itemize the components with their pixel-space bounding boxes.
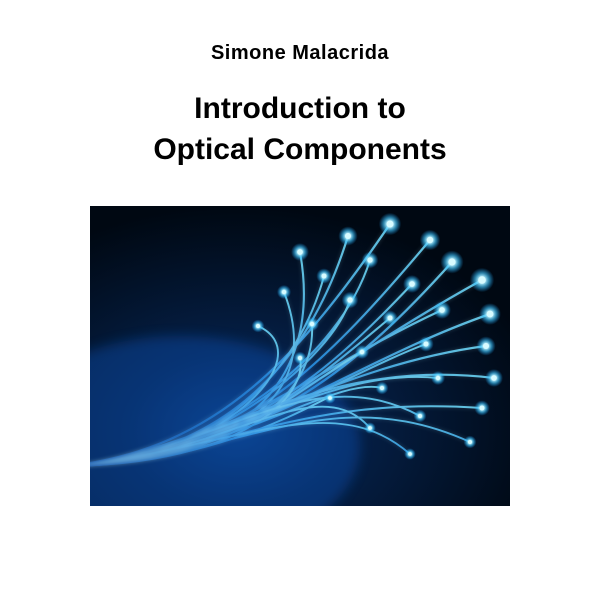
author-name: Simone Malacrida [211, 42, 389, 65]
title-line-2: Optical Components [153, 130, 446, 171]
title-line-1: Introduction to [153, 89, 446, 130]
fiber-optic-icon [90, 206, 510, 506]
cover-illustration [90, 206, 510, 506]
book-title: Introduction to Optical Components [153, 89, 446, 170]
